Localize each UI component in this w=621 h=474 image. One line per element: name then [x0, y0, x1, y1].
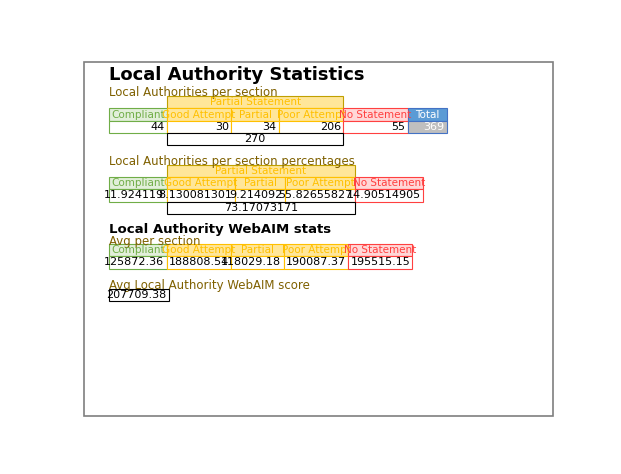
- Bar: [348, 256, 412, 269]
- Bar: [167, 164, 355, 177]
- Text: 11.924119: 11.924119: [104, 191, 165, 201]
- Text: 44: 44: [150, 122, 165, 132]
- Text: Good Attempt: Good Attempt: [164, 178, 237, 188]
- Bar: [167, 133, 343, 146]
- Bar: [167, 109, 231, 121]
- Text: Partial: Partial: [238, 109, 271, 119]
- Text: Compliant: Compliant: [111, 109, 165, 119]
- Text: Local Authority WebAIM stats: Local Authority WebAIM stats: [109, 223, 331, 236]
- Bar: [167, 256, 231, 269]
- Bar: [109, 244, 167, 256]
- Bar: [109, 177, 167, 189]
- Bar: [284, 256, 348, 269]
- Bar: [167, 96, 343, 109]
- Text: 55: 55: [391, 122, 406, 132]
- Bar: [348, 244, 412, 256]
- Text: 30: 30: [215, 122, 229, 132]
- Bar: [109, 109, 167, 121]
- Bar: [167, 121, 231, 133]
- Text: 125872.36: 125872.36: [104, 257, 165, 267]
- Text: Partial: Partial: [241, 245, 274, 255]
- Bar: [231, 109, 279, 121]
- Bar: [109, 121, 167, 133]
- Text: Local Authorities per section percentages: Local Authorities per section percentage…: [109, 155, 355, 168]
- Text: 9.214092: 9.214092: [230, 191, 283, 201]
- Text: Local Authorities per section: Local Authorities per section: [109, 86, 277, 99]
- Text: 118029.18: 118029.18: [221, 257, 281, 267]
- Text: Good Attempt: Good Attempt: [162, 245, 235, 255]
- Bar: [343, 109, 408, 121]
- Text: Partial: Partial: [243, 178, 276, 188]
- Text: 206: 206: [320, 122, 341, 132]
- Bar: [231, 121, 279, 133]
- Text: Avg per section: Avg per section: [109, 235, 200, 248]
- Text: 369: 369: [423, 122, 444, 132]
- Text: Poor Attempt: Poor Attempt: [277, 109, 346, 119]
- Bar: [408, 121, 446, 133]
- Text: Good Attempt: Good Attempt: [162, 109, 235, 119]
- Text: 188808.54: 188808.54: [168, 257, 229, 267]
- Bar: [167, 201, 355, 214]
- Bar: [279, 121, 343, 133]
- Bar: [284, 244, 348, 256]
- Bar: [285, 189, 355, 201]
- Bar: [167, 177, 235, 189]
- Bar: [167, 189, 235, 201]
- Text: Poor Attempt: Poor Attempt: [286, 178, 355, 188]
- Bar: [279, 109, 343, 121]
- Bar: [355, 189, 424, 201]
- Text: 270: 270: [245, 134, 266, 144]
- Text: 8.130081301: 8.130081301: [159, 191, 233, 201]
- Bar: [355, 177, 424, 189]
- Text: Poor Attempt: Poor Attempt: [281, 245, 350, 255]
- Text: Total: Total: [415, 109, 439, 119]
- Text: 34: 34: [263, 122, 277, 132]
- Text: 55.82655827: 55.82655827: [278, 191, 353, 201]
- Text: 190087.37: 190087.37: [286, 257, 346, 267]
- Text: No Statement: No Statement: [344, 245, 417, 255]
- Text: Compliant: Compliant: [111, 245, 165, 255]
- Text: 207709.38: 207709.38: [106, 290, 167, 300]
- Bar: [408, 109, 446, 121]
- Text: Partial Statement: Partial Statement: [215, 166, 307, 176]
- Bar: [285, 177, 355, 189]
- Bar: [109, 256, 167, 269]
- Bar: [231, 244, 284, 256]
- Bar: [343, 121, 408, 133]
- Text: Local Authority Statistics: Local Authority Statistics: [109, 66, 364, 84]
- Text: Partial Statement: Partial Statement: [209, 97, 301, 107]
- Bar: [235, 189, 285, 201]
- Text: 195515.15: 195515.15: [350, 257, 410, 267]
- Bar: [109, 189, 167, 201]
- Bar: [167, 244, 231, 256]
- Text: Avg Local Authority WebAIM score: Avg Local Authority WebAIM score: [109, 279, 309, 292]
- Text: 14.90514905: 14.90514905: [347, 191, 421, 201]
- Bar: [235, 177, 285, 189]
- Text: No Statement: No Statement: [340, 109, 412, 119]
- Bar: [231, 256, 284, 269]
- Text: No Statement: No Statement: [353, 178, 425, 188]
- Text: 73.17073171: 73.17073171: [224, 203, 298, 213]
- Bar: [109, 289, 169, 301]
- Text: Compliant: Compliant: [111, 178, 165, 188]
